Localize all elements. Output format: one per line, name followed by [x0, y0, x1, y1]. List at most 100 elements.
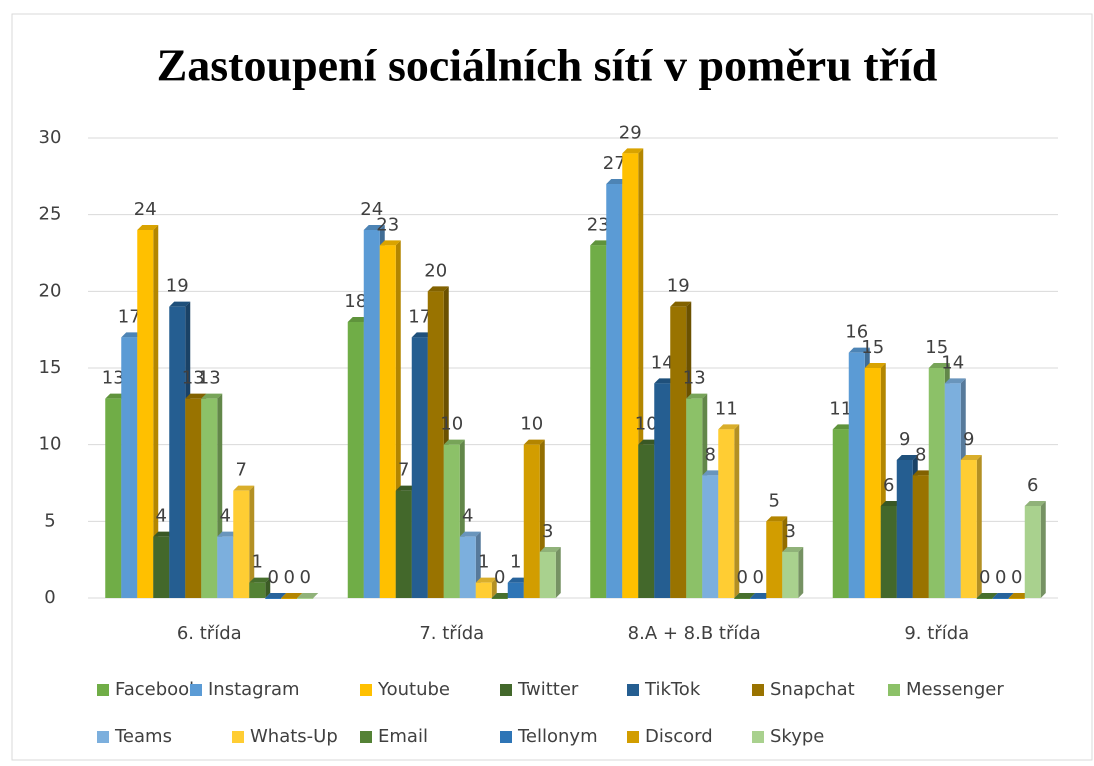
- bar: [638, 444, 655, 598]
- bar: [443, 444, 460, 598]
- value-label: 11: [715, 398, 738, 419]
- bar: [153, 536, 170, 598]
- legend-label: Messenger: [906, 679, 1004, 700]
- bar: [459, 536, 476, 598]
- bar-top: [944, 378, 966, 384]
- y-tick-label: 0: [44, 587, 55, 608]
- bar-top: [347, 317, 369, 322]
- y-tick-label: 25: [39, 204, 62, 225]
- value-label: 0: [995, 567, 1006, 588]
- bar: [750, 598, 767, 599]
- bar: [411, 337, 428, 598]
- bar: [379, 245, 396, 599]
- bar-side: [249, 485, 255, 598]
- bar: [185, 398, 202, 598]
- value-label: 27: [603, 153, 626, 174]
- legend-swatch: [360, 731, 372, 743]
- bar: [233, 490, 250, 598]
- value-label: 0: [268, 567, 279, 588]
- bar-top: [459, 531, 481, 537]
- value-label: 1: [478, 552, 489, 573]
- bar: [702, 475, 719, 598]
- bar-top: [622, 148, 644, 154]
- y-tick-label: 10: [39, 434, 62, 455]
- bar-top: [523, 439, 545, 445]
- bar-top: [201, 393, 223, 399]
- legend-label: Facebook: [115, 679, 200, 700]
- value-label: 23: [376, 214, 399, 235]
- bar: [848, 352, 865, 598]
- bar-top: [297, 593, 319, 598]
- bar: [766, 521, 783, 598]
- bar: [507, 582, 524, 598]
- bar: [395, 490, 412, 598]
- bar: [1008, 598, 1025, 599]
- value-label: 4: [156, 506, 167, 527]
- bar: [928, 368, 945, 598]
- legend-label: Tellonym: [517, 726, 598, 747]
- value-label: 14: [941, 352, 964, 373]
- bar: [121, 337, 138, 598]
- bar: [896, 460, 913, 598]
- bar: [201, 398, 218, 598]
- bar-top: [702, 470, 724, 476]
- bar: [475, 582, 492, 598]
- bar: [249, 582, 266, 598]
- value-label: 7: [398, 460, 409, 481]
- value-label: 6: [1027, 475, 1038, 496]
- bar-top: [928, 363, 950, 368]
- value-label: 18: [344, 291, 367, 312]
- legend-swatch: [500, 684, 512, 696]
- value-label: 9: [899, 429, 910, 450]
- value-label: 14: [651, 352, 674, 373]
- value-label: 6: [883, 475, 894, 496]
- value-label: 20: [424, 260, 447, 281]
- bar-side: [798, 547, 804, 598]
- legend-swatch: [190, 684, 202, 696]
- legend-label: Instagram: [208, 679, 300, 700]
- bar: [265, 598, 282, 599]
- bar-top: [411, 332, 433, 338]
- value-label: 7: [236, 460, 247, 481]
- chart-title: Zastoupení sociálních sítí v poměru tříd: [157, 40, 938, 91]
- value-label: 1: [510, 552, 521, 573]
- bar: [832, 429, 849, 598]
- legend-swatch: [752, 731, 764, 743]
- bar: [912, 475, 929, 598]
- bar-top: [992, 593, 1014, 598]
- bar-side: [153, 225, 159, 598]
- legend-swatch: [360, 684, 372, 696]
- bar: [718, 429, 735, 598]
- bar: [217, 536, 234, 598]
- legend-swatch: [97, 731, 109, 743]
- bar-top: [750, 593, 772, 598]
- bar: [606, 184, 623, 598]
- bar: [491, 598, 508, 599]
- legend-swatch: [627, 731, 639, 743]
- bar-top: [734, 593, 756, 598]
- bar: [864, 368, 881, 598]
- bar-side: [555, 547, 561, 598]
- legend-swatch: [500, 731, 512, 743]
- legend-label: TikTok: [644, 679, 701, 700]
- bar: [427, 291, 444, 598]
- bar-top: [832, 424, 854, 430]
- value-label: 13: [102, 368, 125, 389]
- value-label: 24: [134, 199, 157, 220]
- bar-top: [137, 225, 159, 230]
- legend-label: Whats-Up: [250, 726, 338, 747]
- y-tick-label: 5: [44, 510, 55, 531]
- legend-label: Youtube: [377, 679, 450, 700]
- bar: [734, 598, 751, 599]
- value-label: 5: [769, 490, 780, 511]
- legend-label: Teams: [114, 726, 172, 747]
- legend-label: Twitter: [517, 679, 579, 700]
- bar-top: [491, 593, 513, 598]
- bar-side: [491, 577, 497, 598]
- bar: [976, 598, 993, 599]
- bar: [992, 598, 1009, 599]
- value-label: 0: [494, 567, 505, 588]
- bar-side: [734, 424, 740, 598]
- bar-top: [670, 301, 692, 307]
